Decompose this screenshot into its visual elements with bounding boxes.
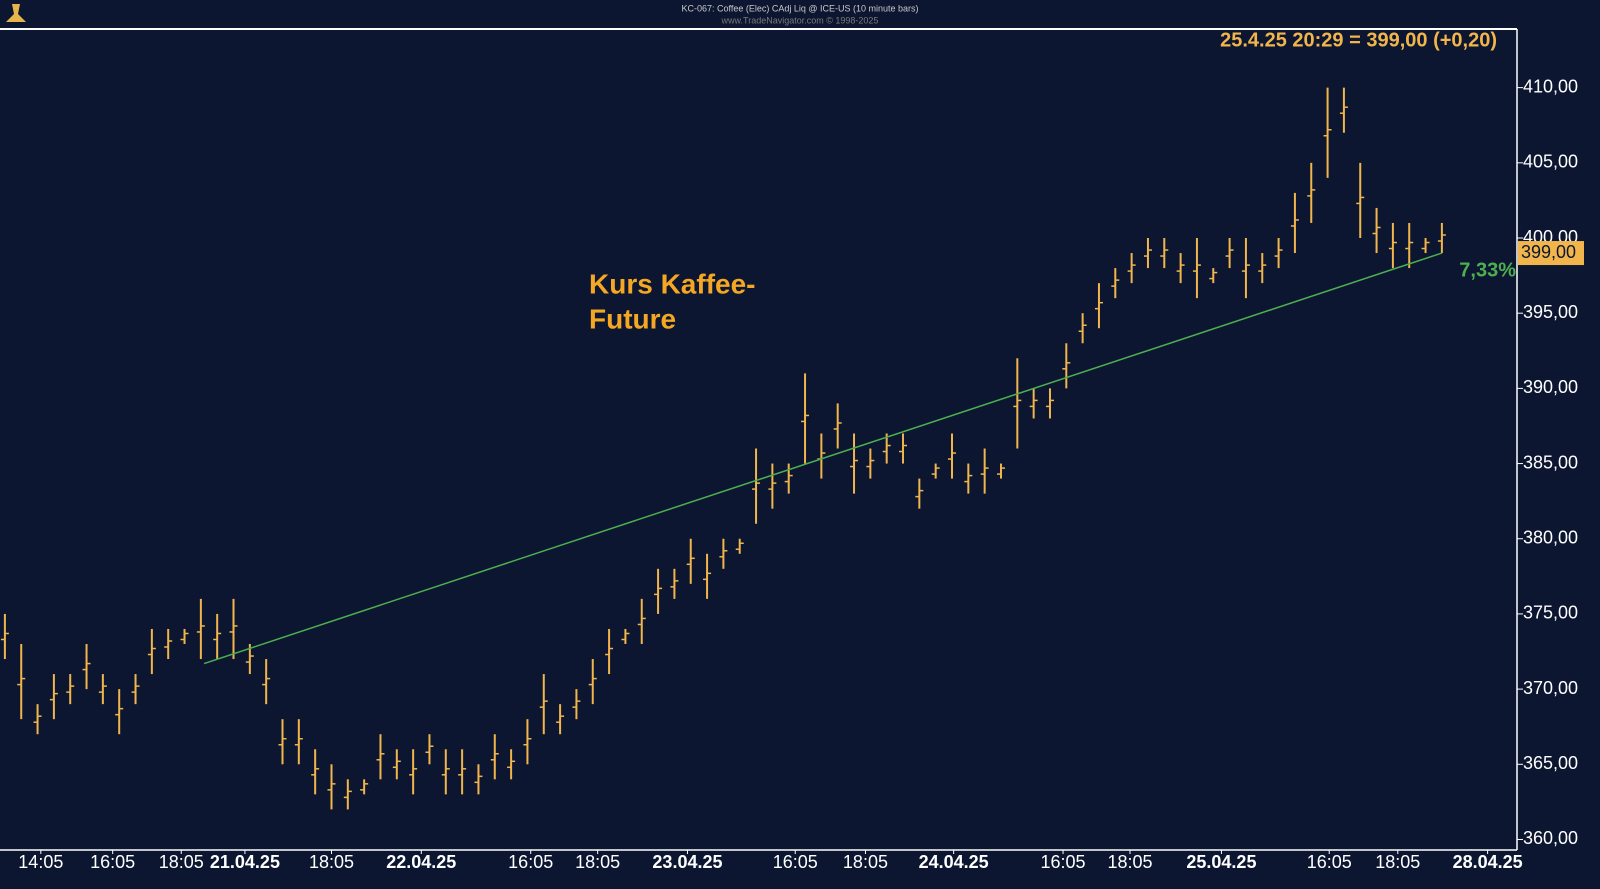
x-tick-label: 16:05 [508, 852, 553, 872]
trend-line [203, 252, 1443, 665]
x-tick-label: 18:05 [843, 852, 888, 872]
chart-subtitle: www.TradeNavigator.com © 1998-2025 [721, 15, 879, 25]
x-tick-label: 28.04.25 [1453, 852, 1523, 872]
x-tick-label: 21.04.25 [210, 852, 280, 872]
x-tick-label: 18:05 [159, 852, 204, 872]
logo [6, 4, 26, 22]
x-tick-label: 18:05 [309, 852, 354, 872]
y-tick-label: 395,00 [1523, 302, 1578, 322]
y-tick-label: 360,00 [1523, 828, 1578, 848]
x-tick-label: 16:05 [1041, 852, 1086, 872]
trend-label: 7,33% [1459, 259, 1516, 281]
chart-title: KC-067: Coffee (Elec) CAdj Liq @ ICE-US … [681, 3, 918, 13]
x-tick-label: 24.04.25 [919, 852, 989, 872]
price-header: 25.4.25 20:29 = 399,00 (+0,20) [1220, 29, 1497, 51]
x-tick-label: 16:05 [90, 852, 135, 872]
annotation: Future [589, 303, 676, 334]
y-tick-label: 390,00 [1523, 377, 1578, 397]
annotation: Kurs Kaffee- [589, 268, 755, 299]
x-tick-label: 14:05 [18, 852, 63, 872]
x-tick-label: 16:05 [1307, 852, 1352, 872]
x-tick-label: 25.04.25 [1186, 852, 1256, 872]
last-price-box [1518, 241, 1584, 266]
y-tick-label: 365,00 [1523, 753, 1578, 773]
x-tick-label: 18:05 [1375, 852, 1420, 872]
x-tick-label: 22.04.25 [386, 852, 456, 872]
y-tick-label: 385,00 [1523, 452, 1578, 472]
x-tick-label: 23.04.25 [652, 852, 722, 872]
y-tick-label: 410,00 [1523, 76, 1578, 96]
x-tick-label: 16:05 [773, 852, 818, 872]
y-tick-label: 380,00 [1523, 527, 1578, 547]
y-tick-label: 370,00 [1523, 678, 1578, 698]
y-tick-label: 405,00 [1523, 152, 1578, 172]
x-tick-label: 18:05 [575, 852, 620, 872]
last-price-label: 399,00 [1521, 242, 1576, 262]
y-tick-label: 375,00 [1523, 603, 1578, 623]
x-tick-label: 18:05 [1107, 852, 1152, 872]
